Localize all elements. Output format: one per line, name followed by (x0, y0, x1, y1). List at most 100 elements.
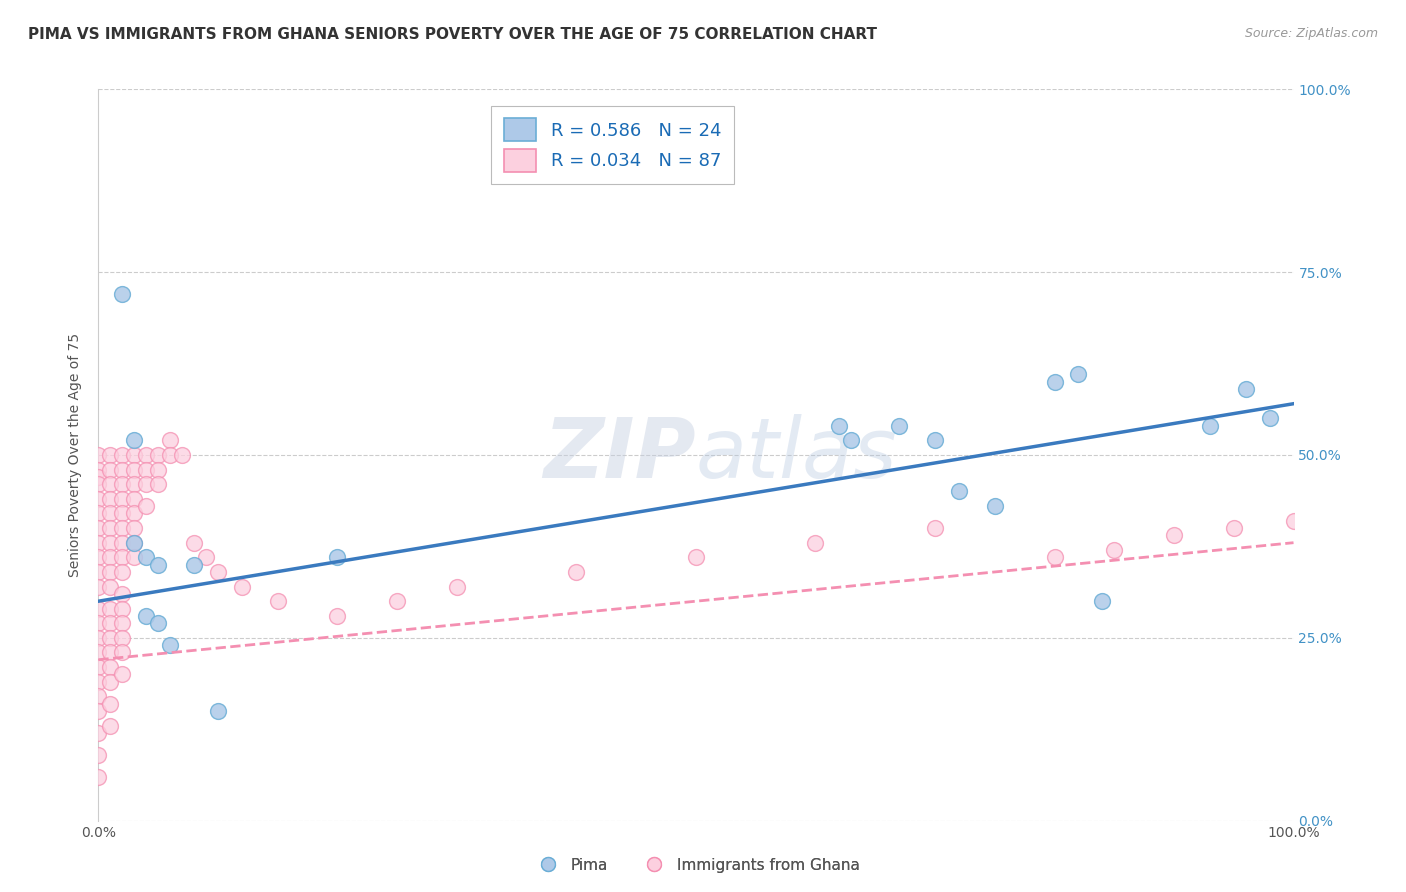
Point (1198, 418, 1220, 433)
Point (98, 565, 122, 579)
Point (924, 521, 946, 535)
Point (326, 608, 349, 623)
Point (111, 631, 134, 645)
Point (111, 601, 134, 615)
Point (87, 535, 110, 549)
Point (111, 587, 134, 601)
Point (98, 718, 122, 732)
Point (111, 507, 134, 521)
Point (124, 535, 146, 549)
Point (98, 697, 122, 711)
Point (124, 507, 146, 521)
Point (159, 434, 181, 448)
Point (172, 448, 194, 462)
Point (98, 448, 122, 462)
Text: ZIP: ZIP (543, 415, 696, 495)
Point (98, 674, 122, 689)
Point (135, 608, 157, 623)
Point (98, 645, 122, 659)
Point (148, 558, 170, 572)
Point (87, 491, 110, 506)
Point (87, 660, 110, 674)
Point (135, 550, 157, 565)
Point (87, 550, 110, 565)
Point (231, 580, 253, 594)
Point (135, 499, 157, 513)
Point (385, 594, 409, 608)
Point (87, 477, 110, 491)
Point (924, 434, 946, 448)
Point (183, 558, 205, 572)
Point (87, 631, 110, 645)
Text: atlas: atlas (696, 415, 897, 495)
Point (124, 521, 146, 535)
Point (98, 462, 122, 476)
Point (207, 704, 229, 718)
Point (111, 550, 134, 565)
Point (889, 418, 911, 433)
Point (98, 521, 122, 535)
Point (111, 477, 134, 491)
Point (685, 550, 707, 565)
Point (111, 535, 134, 549)
Point (1091, 594, 1114, 608)
Point (111, 616, 134, 631)
Point (111, 565, 134, 579)
Point (148, 448, 170, 462)
Point (87, 448, 110, 462)
Point (135, 477, 157, 491)
Point (98, 580, 122, 594)
Point (148, 477, 170, 491)
Point (446, 580, 468, 594)
Point (159, 448, 181, 462)
Point (1222, 521, 1246, 535)
Point (267, 594, 290, 608)
Point (87, 704, 110, 718)
Point (159, 638, 181, 652)
Point (98, 631, 122, 645)
Point (1163, 528, 1185, 542)
Point (98, 477, 122, 491)
Point (87, 565, 110, 579)
Point (87, 616, 110, 631)
Point (124, 477, 146, 491)
Point (124, 550, 146, 565)
Point (98, 601, 122, 615)
Point (98, 660, 122, 674)
Legend: Pima, Immigrants from Ghana: Pima, Immigrants from Ghana (526, 852, 866, 879)
Point (1043, 550, 1066, 565)
Point (111, 448, 134, 462)
Point (124, 434, 146, 448)
Point (87, 507, 110, 521)
Point (1282, 514, 1305, 528)
Point (124, 491, 146, 506)
Point (1043, 375, 1066, 389)
Point (565, 565, 588, 579)
Point (841, 434, 863, 448)
Point (124, 462, 146, 476)
Text: Source: ZipAtlas.com: Source: ZipAtlas.com (1244, 27, 1378, 40)
Point (111, 287, 134, 301)
Point (87, 521, 110, 535)
Text: PIMA VS IMMIGRANTS FROM GHANA SENIORS POVERTY OVER THE AGE OF 75 CORRELATION CHA: PIMA VS IMMIGRANTS FROM GHANA SENIORS PO… (28, 27, 877, 42)
Point (948, 484, 970, 499)
Point (87, 674, 110, 689)
Point (804, 535, 827, 549)
Point (124, 448, 146, 462)
Point (98, 616, 122, 631)
Point (87, 747, 110, 762)
Point (87, 726, 110, 740)
Point (984, 499, 1007, 513)
Point (87, 770, 110, 784)
Point (148, 616, 170, 631)
Point (98, 550, 122, 565)
Point (98, 491, 122, 506)
Point (111, 521, 134, 535)
Point (87, 645, 110, 659)
Point (148, 462, 170, 476)
Point (1163, 60, 1185, 74)
Point (207, 565, 229, 579)
Point (111, 462, 134, 476)
Y-axis label: Seniors Poverty Over the Age of 75: Seniors Poverty Over the Age of 75 (69, 333, 83, 577)
Point (828, 418, 851, 433)
